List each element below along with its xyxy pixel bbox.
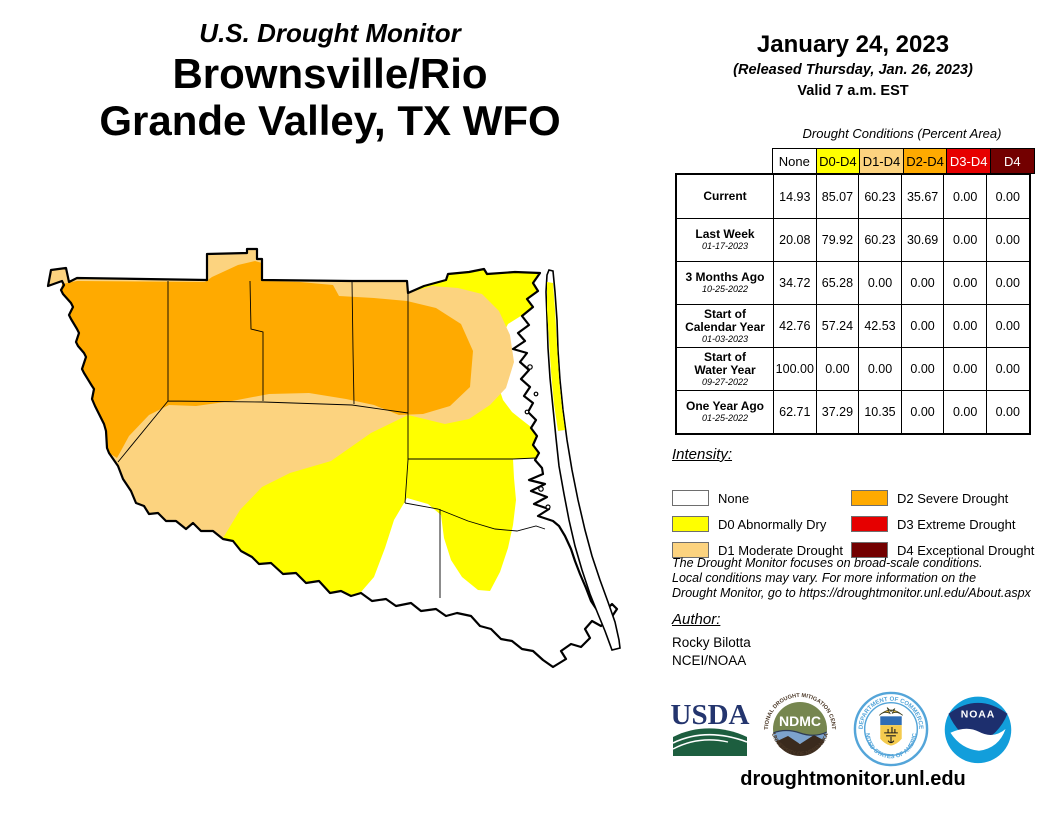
table-cell: 60.23: [858, 175, 901, 218]
table-cell: 100.00: [773, 347, 816, 390]
county-borders: [117, 280, 546, 598]
table-cell: 0.00: [943, 218, 986, 261]
table-cell: 0.00: [900, 390, 944, 433]
legend-item-d4: D4 Exceptional Drought: [851, 541, 1034, 559]
table-cell: 0.00: [858, 347, 901, 390]
noaa-logo: NOAA: [940, 690, 1016, 771]
legend-item-d2: D2 Severe Drought: [851, 489, 1008, 507]
table-cell: 0.00: [943, 390, 986, 433]
usda-logo: USDA: [670, 698, 750, 765]
table-cell: 62.71: [773, 390, 816, 433]
disclaimer-text: The Drought Monitor focuses on broad-sca…: [672, 556, 1031, 600]
table-cell: 65.28: [815, 261, 859, 304]
table-cell: 34.72: [773, 261, 816, 304]
table-body: Current 14.93 85.07 60.23 35.67 0.00 0.0…: [675, 173, 1031, 435]
legend-heading: Intensity:: [672, 446, 733, 463]
column-header-d3-d4: D3-D4: [946, 148, 991, 174]
d4-swatch: [851, 542, 888, 558]
table-cell: 0.00: [943, 261, 986, 304]
d3-swatch: [851, 516, 888, 532]
row-label-current: Current: [703, 189, 747, 203]
lagoon-islets: [524, 364, 551, 510]
table-cell: 85.07: [815, 175, 859, 218]
intensity-legend: Intensity: None D0 Abnormally Dry D1 Mod…: [672, 446, 1034, 567]
svg-text:NOAA: NOAA: [961, 710, 996, 721]
legend-item-d1: D1 Moderate Drought: [672, 541, 843, 559]
table-cell: 30.69: [900, 218, 944, 261]
d1-swatch: [672, 542, 709, 558]
table-cell: 0.00: [900, 261, 944, 304]
table-cell: 0.00: [943, 347, 986, 390]
legend-item-d3: D3 Extreme Drought: [851, 515, 1016, 533]
table-cell: 0.00: [858, 261, 901, 304]
table-cell: 0.00: [985, 347, 1029, 390]
table-cell: 0.00: [985, 390, 1029, 433]
row-label-start-of-water-year: Start of Water Year 09-27-2022: [677, 347, 773, 390]
table-cell: 79.92: [815, 218, 859, 261]
none-swatch: [672, 490, 709, 506]
report-kicker: U.S. Drought Monitor: [199, 18, 461, 48]
table-cell: 20.08: [773, 218, 816, 261]
table-cell: 37.29: [815, 390, 859, 433]
column-header-d2-d4: D2-D4: [902, 148, 948, 174]
row-label-3-months-ago: 3 Months Ago 10-25-2022: [677, 261, 773, 304]
table-cell: 0.00: [943, 175, 986, 218]
row-label-start-of-calendar-year: Start of Calendar Year 01-03-2023: [677, 304, 773, 347]
svg-text:NDMC: NDMC: [779, 713, 821, 729]
table-cell: 0.00: [985, 304, 1029, 347]
table-cell: 14.93: [773, 175, 816, 218]
table-cell: 0.00: [985, 175, 1029, 218]
table-header-row: None D0-D4 D1-D4 D2-D4 D3-D4 D4: [772, 148, 1035, 174]
barrier-island-d0-segment: [547, 282, 565, 431]
page-title-line1: Brownsville/Rio: [172, 50, 488, 97]
svg-text:USDA: USDA: [671, 699, 750, 731]
legend-item-none: None: [672, 489, 749, 507]
table-cell: 60.23: [858, 218, 901, 261]
table-cell: 42.53: [858, 304, 901, 347]
author-heading: Author:: [672, 611, 721, 628]
table-cell: 10.35: [858, 390, 901, 433]
row-label-last-week: Last Week 01-17-2023: [677, 218, 773, 261]
table-cell: 0.00: [985, 261, 1029, 304]
doc-seal-logo: DEPARTMENT OF COMMERCE UNITED STATES OF …: [850, 686, 930, 773]
author-org: NCEI/NOAA: [672, 653, 747, 668]
column-header-d4: D4: [989, 148, 1035, 174]
agency-logos: USDA NDMC: [668, 684, 1028, 771]
map-outline: [46, 247, 619, 669]
release-date: (Released Thursday, Jan. 26, 2023): [733, 62, 973, 78]
table-cell: 0.00: [900, 347, 944, 390]
author-name: Rocky Bilotta: [672, 635, 751, 650]
column-header-none: None: [772, 148, 817, 174]
d2-swatch: [851, 490, 888, 506]
row-label-one-year-ago: One Year Ago 01-25-2022: [677, 390, 773, 433]
map-region-d2-severe-drought: [61, 261, 473, 458]
d0-swatch: [672, 516, 709, 532]
column-header-d0-d4: D0-D4: [815, 148, 861, 174]
page-title-line2: Grande Valley, TX WFO: [99, 97, 561, 144]
title-block: U.S. Drought Monitor Brownsville/Rio Gra…: [0, 16, 660, 144]
column-header-d1-d4: D1-D4: [859, 148, 904, 174]
table-cell: 0.00: [943, 304, 986, 347]
table-cell: 35.67: [900, 175, 944, 218]
table-cell: 42.76: [773, 304, 816, 347]
legend-item-d0: D0 Abnormally Dry: [672, 515, 826, 533]
table-cell: 57.24: [815, 304, 859, 347]
table-cell: 0.00: [985, 218, 1029, 261]
date-block: January 24, 2023 (Released Thursday, Jan…: [672, 30, 1034, 102]
map-date: January 24, 2023: [756, 31, 950, 58]
valid-time: Valid 7 a.m. EST: [797, 83, 909, 99]
table-cell: 0.00: [815, 347, 859, 390]
author-block: Author: Rocky Bilotta NCEI/NOAA: [672, 610, 751, 670]
table-cell: 0.00: [900, 304, 944, 347]
ndmc-logo: NDMC NATIONAL DROUGHT MITIGATION CENTER …: [758, 684, 840, 773]
footer-url: droughtmonitor.unl.edu: [740, 768, 966, 790]
table-caption: Drought Conditions (Percent Area): [802, 126, 1002, 141]
